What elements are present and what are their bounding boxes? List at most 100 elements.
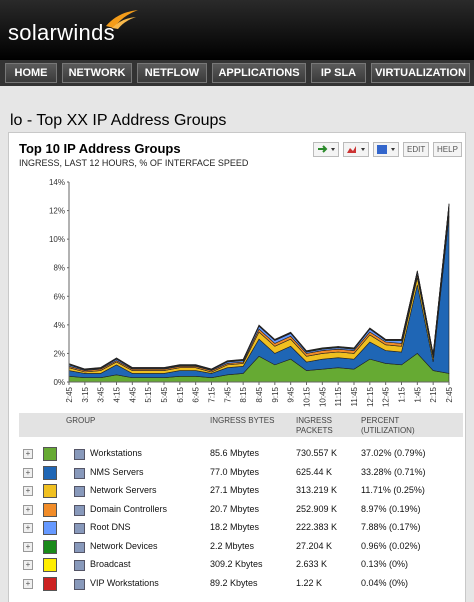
legend-swatch [43, 576, 57, 591]
table-cell: 222.383 K [296, 522, 338, 532]
expand-button[interactable]: + [23, 578, 33, 589]
expand-button[interactable]: + [23, 449, 33, 459]
y-tick-label: 2% [53, 349, 65, 358]
x-tick-label: 12:15 [366, 386, 375, 407]
table-cell: 313.219 K [296, 485, 338, 495]
x-tick-label: 9:45 [287, 386, 296, 402]
x-tick-label: 8:45 [255, 386, 264, 402]
column-header: INGRESS BYTES [210, 416, 275, 425]
group-name[interactable]: Network Devices [90, 540, 158, 551]
table-cell: 37.02% (0.79%) [361, 448, 426, 458]
x-tick-label: 2:45 [65, 386, 74, 402]
expand-button[interactable]: + [23, 560, 33, 570]
expand-button[interactable]: + [23, 541, 33, 552]
group-name[interactable]: Network Servers [90, 485, 157, 495]
legend-swatch [43, 521, 57, 535]
table-cell: 18.2 Mbytes [210, 522, 260, 532]
panel-subtitle: INGRESS, LAST 12 HOURS, % OF INTERFACE S… [19, 158, 249, 168]
table-header: GROUP INGRESS BYTES INGRESS PACKETS PERCENT… [19, 413, 463, 437]
x-tick-label: 3:45 [97, 386, 106, 402]
x-tick-label: 1:15 [398, 386, 407, 402]
legend-swatch [43, 484, 57, 498]
help-button[interactable]: HELP [433, 142, 462, 157]
nav-tab[interactable]: VIRTUALIZATION [371, 63, 470, 83]
x-tick-label: 12:45 [382, 386, 391, 407]
x-tick-label: 10:15 [303, 386, 312, 407]
units-button[interactable] [373, 142, 399, 157]
table-row: + Domain Controllers 20.7 Mbytes 252.909 K 8… [19, 501, 463, 519]
table-cell: 27.1 Mbytes [210, 485, 260, 495]
top-bar: solarwinds [0, 0, 474, 60]
column-header: GROUP [66, 416, 96, 425]
table-row: + VIP Workstations 89.2 Kbytes 1.22 K 0.04% … [19, 575, 463, 593]
nav-tab[interactable]: IP SLA [311, 63, 366, 83]
logo-mark [106, 10, 138, 29]
column-header: INGRESS PACKETS [296, 416, 333, 435]
page-title: lo - Top XX IP Address Groups [10, 112, 227, 129]
group-icon [74, 541, 85, 553]
nav-tab[interactable]: APPLICATIONS [212, 63, 306, 83]
x-tick-label: 3:15 [81, 386, 90, 402]
group-icon [74, 467, 85, 479]
legend-swatch [43, 447, 57, 461]
nav-tab[interactable]: HOME [5, 63, 57, 83]
y-tick-label: 0% [53, 378, 65, 387]
table-row: + Broadcast 309.2 Kbytes 2.633 K 0.13% (0%) [19, 556, 463, 574]
legend-swatch [43, 539, 57, 554]
expand-button[interactable]: + [23, 467, 33, 478]
table-cell: 2.633 K [296, 559, 328, 569]
expand-button[interactable]: + [23, 523, 33, 533]
legend-swatch [43, 465, 57, 480]
panel: Top 10 IP Address Groups INGRESS, LAST 1… [8, 132, 466, 602]
table-cell: 8.97% (0.19%) [361, 503, 421, 514]
x-tick-label: 2:45 [445, 386, 454, 402]
nav-tab[interactable]: NETWORK [62, 63, 132, 83]
x-tick-label: 4:15 [113, 386, 122, 402]
area [68, 216, 450, 379]
table-cell: 309.2 Kbytes [210, 559, 263, 569]
expand-button[interactable]: + [23, 486, 33, 496]
table-cell: 2.2 Mbytes [210, 540, 255, 551]
x-tick-label: 9:15 [271, 386, 280, 402]
panel-title: Top 10 IP Address Groups [19, 141, 181, 156]
y-tick-label: 4% [53, 321, 65, 330]
y-tick-label: 6% [53, 292, 65, 301]
legend-swatch [43, 558, 57, 572]
y-tick-label: 12% [49, 207, 65, 216]
edit-button[interactable]: EDIT [403, 142, 430, 157]
table-cell: 89.2 Kbytes [210, 577, 258, 588]
table-cell: 252.909 K [296, 503, 338, 514]
x-tick-label: 8:15 [239, 386, 248, 402]
group-name[interactable]: Root DNS [90, 522, 131, 532]
table-cell: 0.96% (0.02%) [361, 540, 421, 551]
table-cell: 730.557 K [296, 448, 338, 458]
group-icon [74, 560, 85, 571]
legend-swatch [43, 502, 57, 517]
x-tick-label: 7:15 [208, 386, 217, 402]
x-tick-label: 10:45 [318, 386, 327, 407]
group-icon [74, 578, 85, 590]
group-name[interactable]: VIP Workstations [90, 577, 159, 588]
export-button[interactable] [313, 142, 339, 157]
group-name[interactable]: Broadcast [90, 559, 131, 569]
group-icon [74, 449, 85, 460]
group-icon [74, 486, 85, 497]
table-cell: 1.22 K [296, 577, 323, 588]
nav-tab[interactable]: NETFLOW [137, 63, 207, 83]
column-header: PERCENT (UTILIZATION) [361, 416, 415, 435]
table-row: + Root DNS 18.2 Mbytes 222.383 K 7.88% (0.17… [19, 519, 463, 537]
logo[interactable]: solarwinds [8, 20, 115, 45]
x-tick-label: 5:45 [160, 386, 169, 402]
table-cell: 7.88% (0.17%) [361, 522, 421, 532]
table-cell: 0.04% (0%) [361, 577, 409, 588]
x-tick-label: 11:45 [350, 386, 359, 406]
group-name[interactable]: Workstations [90, 448, 142, 458]
group-icon [74, 504, 85, 516]
expand-button[interactable]: + [23, 504, 33, 515]
table-cell: 0.13% (0%) [361, 559, 409, 569]
group-name[interactable]: NMS Servers [90, 466, 144, 477]
chart-type-button[interactable] [343, 142, 369, 157]
group-name[interactable]: Domain Controllers [90, 503, 168, 514]
nav-bar: HOME NETWORK NETFLOW APPLICATIONS IP SLA VIRT… [0, 60, 474, 86]
